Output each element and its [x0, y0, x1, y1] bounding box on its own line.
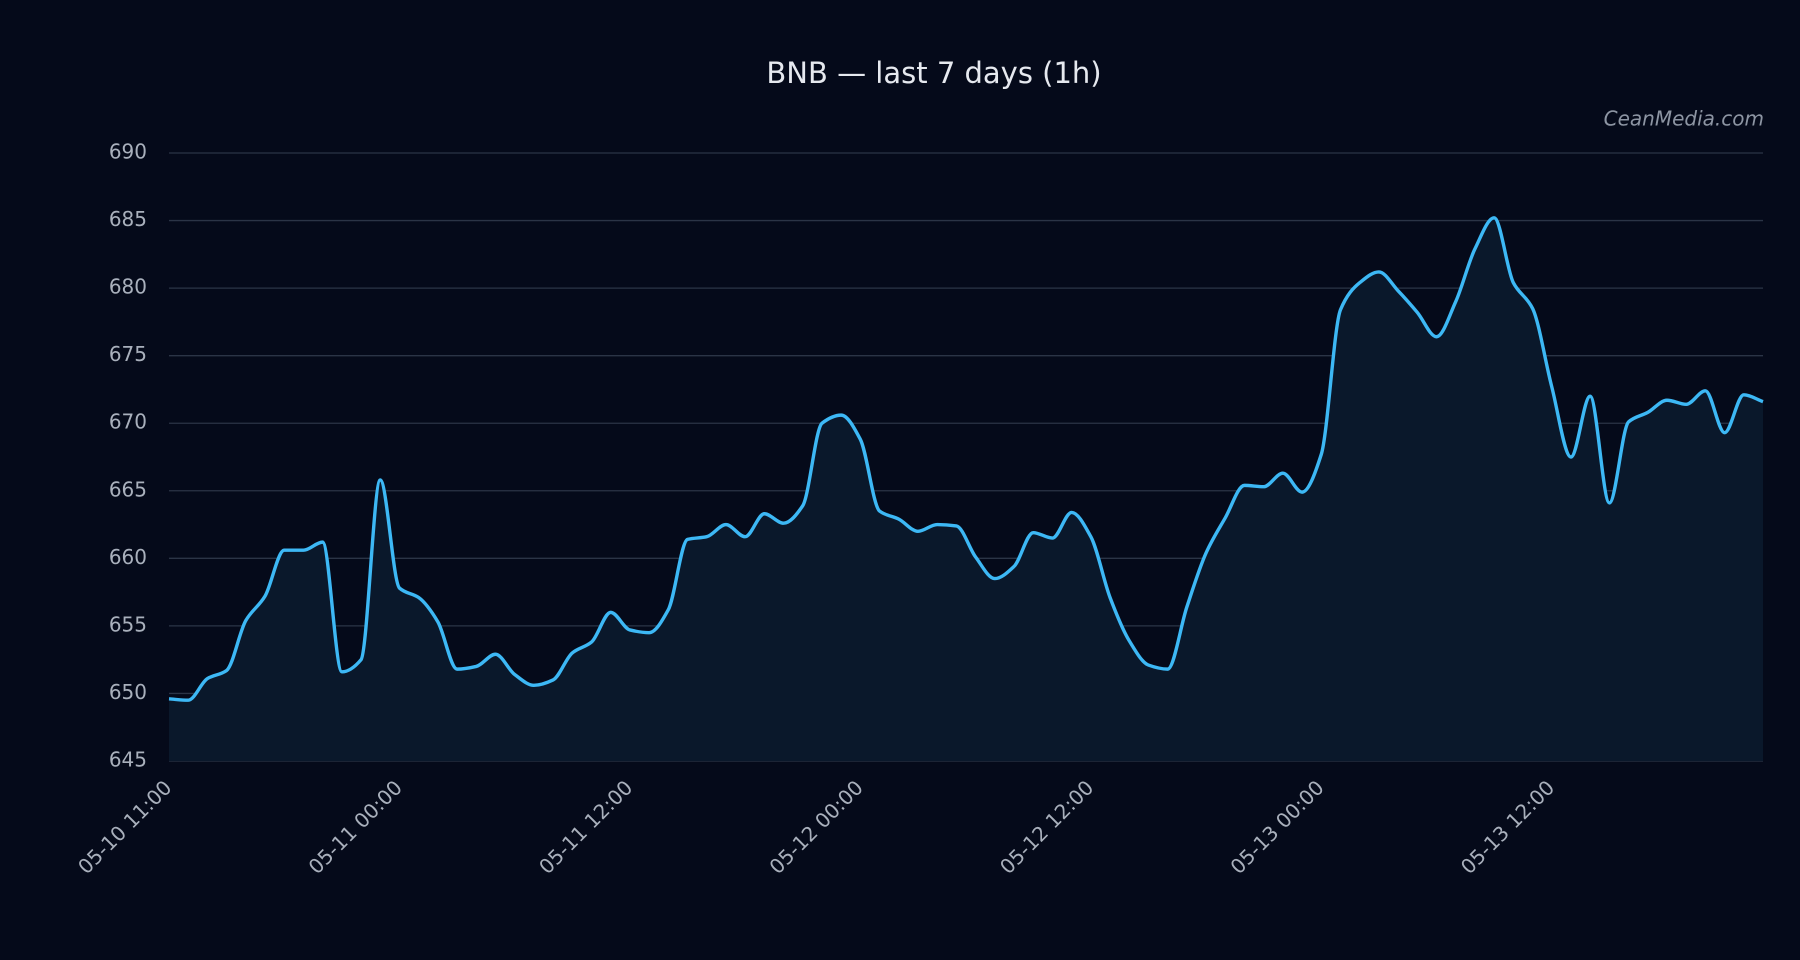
y-tick-label: 645	[109, 748, 147, 772]
y-tick-label: 675	[109, 342, 147, 366]
y-tick-label: 660	[109, 545, 147, 569]
y-tick-label: 670	[109, 410, 147, 434]
x-tick-label: 05-13 12:00	[1456, 775, 1559, 878]
y-tick-label: 680	[109, 275, 147, 299]
chart-title: BNB — last 7 days (1h)	[766, 56, 1101, 90]
x-tick-label: 05-12 12:00	[995, 775, 1098, 878]
x-tick-label: 05-13 00:00	[1225, 775, 1328, 878]
y-tick-label: 665	[109, 477, 147, 501]
x-tick-label: 05-11 12:00	[534, 775, 637, 878]
line	[168, 216, 1764, 702]
watermark: CeanMedia.com	[1604, 107, 1764, 131]
y-tick-label: 690	[109, 140, 147, 164]
x-tick-label: 05-10 11:00	[73, 775, 176, 878]
y-tick-label: 650	[109, 680, 147, 704]
x-tick-label: 05-11 00:00	[304, 775, 407, 878]
y-tick-label: 685	[109, 207, 147, 231]
x-tick-label: 05-12 00:00	[764, 775, 867, 878]
area	[169, 217, 1763, 761]
y-tick-label: 655	[109, 612, 147, 636]
